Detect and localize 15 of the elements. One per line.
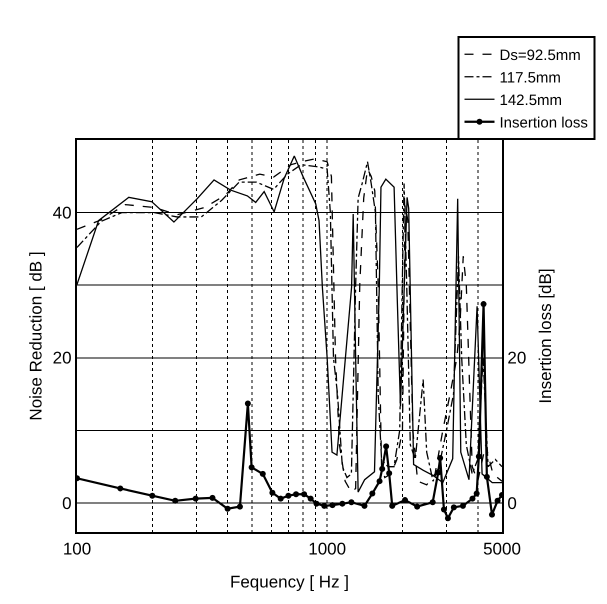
legend-label: Ds=92.5mm xyxy=(500,47,581,64)
legend-label: 142.5mm xyxy=(500,92,562,110)
x-tick-label: 5000 xyxy=(483,539,521,558)
y-axis-title: Noise Reduction [ dB ] xyxy=(26,251,46,421)
y-tick-label: 40 xyxy=(52,204,72,223)
x-tick-label: 100 xyxy=(62,539,92,558)
y2-axis-title: Insertion loss [dB] xyxy=(536,268,556,404)
y2-tick-label: 20 xyxy=(507,348,526,368)
x-tick-label: 1000 xyxy=(308,539,346,558)
legend-label: 117.5mm xyxy=(500,70,561,87)
y2-tick-label: 0 xyxy=(507,494,517,513)
x-axis-title: Fequency [ Hz ] xyxy=(230,572,350,592)
legend-label: Insertion loss xyxy=(500,114,588,132)
y-tick-label: 0 xyxy=(62,494,72,513)
y-tick-label: 20 xyxy=(52,348,72,368)
